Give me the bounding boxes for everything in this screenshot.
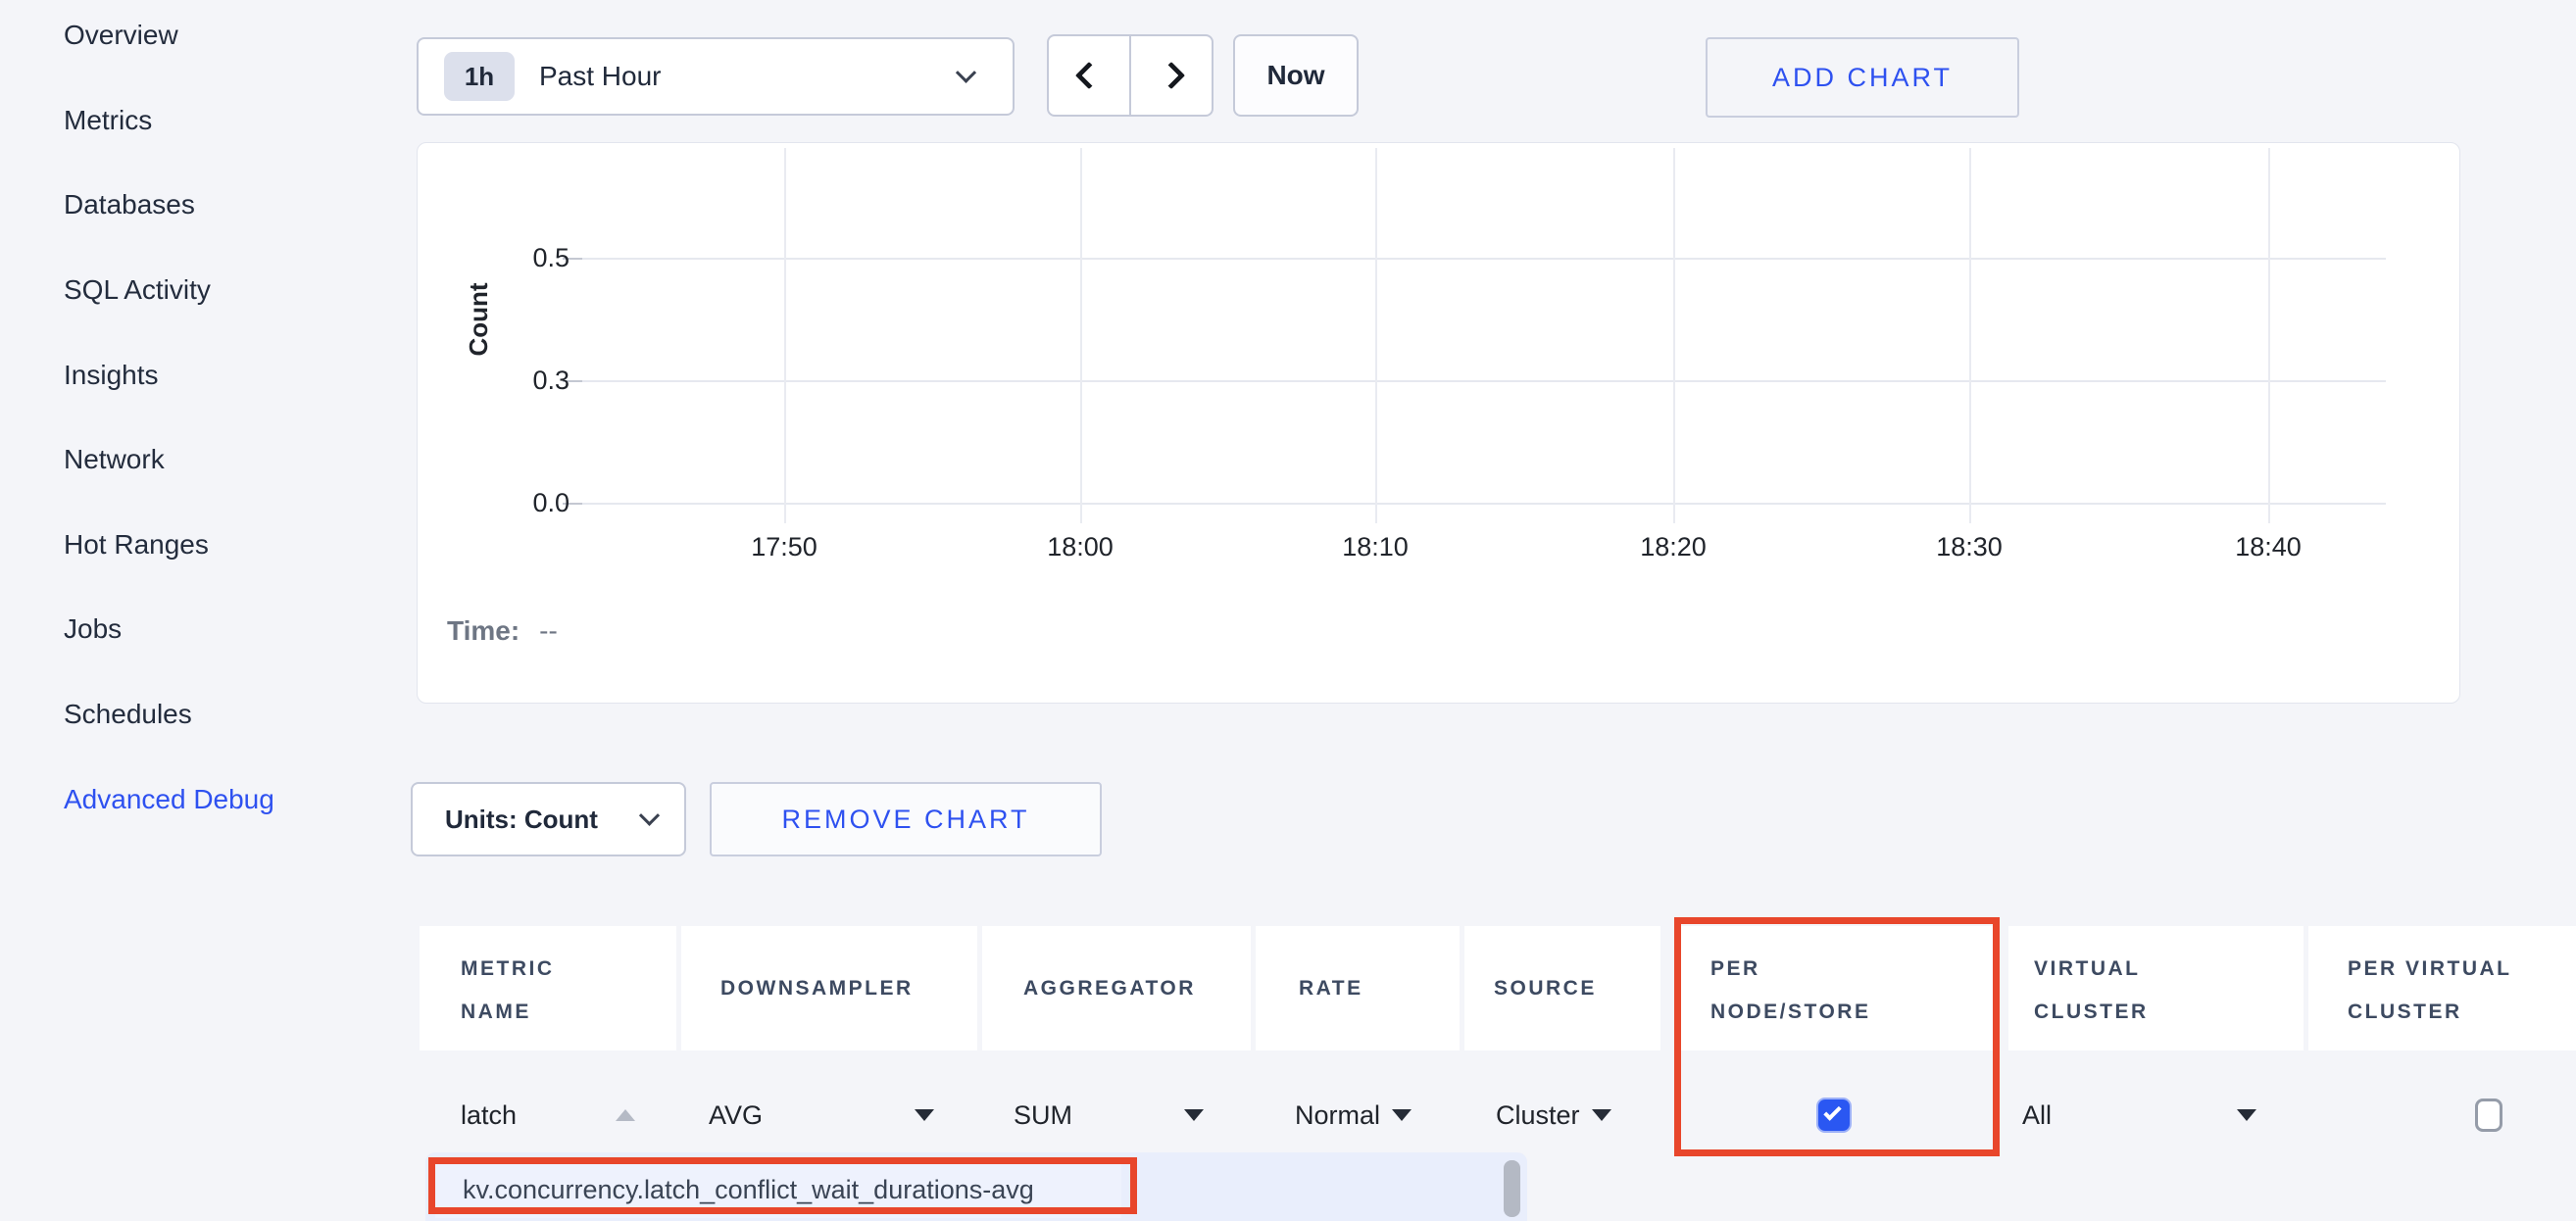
units-dropdown[interactable]: Units: Count — [411, 782, 686, 856]
caret-up-icon — [616, 1109, 635, 1121]
aggregator-value: SUM — [1014, 1099, 1072, 1130]
sidebar-item-network[interactable]: Network — [64, 444, 165, 474]
x-tick-label: 18:10 — [1342, 532, 1409, 562]
virtual-cluster-value: All — [2022, 1099, 2053, 1130]
time-readout-label: Time: — [447, 615, 520, 646]
per-virtual-cluster-cell — [2308, 1078, 2576, 1152]
metric-suggestion-dropdown: kv.concurrency.latch_conflict_wait_durat… — [425, 1152, 1527, 1221]
x-tick-label: 17:50 — [751, 532, 817, 562]
metric-suggestion-item[interactable]: kv.concurrency.latch_conflict_wait_durat… — [435, 1161, 1121, 1218]
column-header-source: SOURCE — [1464, 926, 1660, 1050]
gridline — [1969, 148, 1971, 523]
metric-table-header: METRIC NAME DOWNSAMPLER AGGREGATOR RATE … — [420, 926, 2576, 1050]
per-node-store-checkbox[interactable] — [1817, 1099, 1850, 1131]
caret-down-icon — [2237, 1109, 2256, 1121]
chevron-down-icon — [638, 805, 661, 826]
y-tick-label: 0.5 — [532, 243, 570, 272]
column-header-per-virtual-cluster: PER VIRTUAL CLUSTER — [2308, 926, 2576, 1050]
next-interval-button[interactable] — [1129, 36, 1212, 115]
caret-down-icon — [1591, 1109, 1611, 1121]
rate-select[interactable]: Normal — [1256, 1078, 1460, 1152]
add-chart-button[interactable]: ADD CHART — [1706, 37, 2019, 118]
x-tick-label: 18:00 — [1047, 532, 1114, 562]
checkmark-icon — [1822, 1102, 1842, 1121]
time-window-badge: 1h — [444, 52, 515, 101]
y-axis-label: Count — [463, 282, 493, 357]
gridline — [1673, 148, 1675, 523]
per-node-store-cell — [1681, 1078, 2000, 1152]
downsampler-value: AVG — [709, 1099, 764, 1130]
sidebar-item-hot-ranges[interactable]: Hot Ranges — [64, 529, 209, 560]
downsampler-select[interactable]: AVG — [681, 1078, 977, 1152]
sidebar-item-sql-activity[interactable]: SQL Activity — [64, 274, 211, 305]
metric-name-cell — [420, 1078, 676, 1152]
chevron-right-icon — [1157, 61, 1186, 90]
chevron-left-icon — [1074, 61, 1104, 90]
sidebar-item-metrics[interactable]: Metrics — [64, 105, 153, 135]
gridline — [582, 258, 2386, 260]
column-header-aggregator: AGGREGATOR — [982, 926, 1251, 1050]
now-button[interactable]: Now — [1233, 34, 1359, 117]
per-virtual-cluster-checkbox[interactable] — [2475, 1099, 2502, 1132]
gridline — [582, 380, 2386, 382]
column-header-rate: RATE — [1256, 926, 1460, 1050]
chart-plot-area[interactable] — [582, 148, 2386, 523]
metric-table-row: AVG SUM Normal Cluster All — [420, 1078, 2576, 1152]
axis-tick — [563, 380, 582, 382]
source-select[interactable]: Cluster — [1464, 1078, 1660, 1152]
gridline — [1080, 148, 1082, 523]
previous-interval-button[interactable] — [1049, 36, 1129, 115]
column-header-downsampler: DOWNSAMPLER — [681, 926, 977, 1050]
metric-name-input[interactable] — [461, 1099, 588, 1131]
sidebar-item-databases[interactable]: Databases — [64, 189, 195, 220]
dropdown-scrollbar[interactable] — [1504, 1160, 1520, 1217]
x-tick-label: 18:20 — [1640, 532, 1707, 562]
x-tick-label: 18:40 — [2235, 532, 2302, 562]
aggregator-select[interactable]: SUM — [982, 1078, 1251, 1152]
chevron-down-icon — [955, 62, 977, 83]
sidebar-item-overview[interactable]: Overview — [64, 20, 178, 50]
time-readout-value: -- — [539, 615, 558, 646]
sidebar-item-advanced-debug[interactable]: Advanced Debug — [64, 784, 274, 814]
sidebar-item-jobs[interactable]: Jobs — [64, 613, 123, 644]
x-tick-label: 18:30 — [1936, 532, 2003, 562]
remove-chart-button[interactable]: REMOVE CHART — [710, 782, 1102, 856]
gridline — [784, 148, 786, 523]
rate-value: Normal — [1295, 1099, 1381, 1130]
column-header-metric-name: METRIC NAME — [420, 926, 676, 1050]
source-value: Cluster — [1496, 1099, 1580, 1130]
units-dropdown-label: Units: Count — [445, 804, 598, 834]
axis-tick — [563, 258, 582, 260]
column-header-per-node-store: PER NODE/STORE — [1681, 926, 2000, 1050]
sidebar-item-schedules[interactable]: Schedules — [64, 699, 192, 729]
hover-time-readout: Time: -- — [447, 615, 558, 647]
y-tick-label: 0.0 — [532, 488, 570, 517]
axis-tick — [563, 503, 582, 505]
caret-down-icon — [915, 1109, 934, 1121]
virtual-cluster-select[interactable]: All — [2008, 1078, 2304, 1152]
gridline — [1375, 148, 1377, 523]
sidebar-item-insights[interactable]: Insights — [64, 360, 159, 390]
gridline — [2268, 148, 2270, 523]
caret-down-icon — [1184, 1109, 1204, 1121]
gridline — [582, 503, 2386, 505]
time-window-label: Past Hour — [539, 61, 662, 91]
time-range-picker[interactable]: 1h Past Hour — [417, 37, 1015, 116]
chart-card: Count 0.5 0.3 0.0 17:50 18:00 18:10 18:2… — [417, 142, 2460, 704]
column-header-virtual-cluster: VIRTUAL CLUSTER — [2008, 926, 2304, 1050]
caret-down-icon — [1392, 1109, 1412, 1121]
y-tick-label: 0.3 — [532, 366, 570, 395]
time-step-buttons — [1047, 34, 1214, 117]
